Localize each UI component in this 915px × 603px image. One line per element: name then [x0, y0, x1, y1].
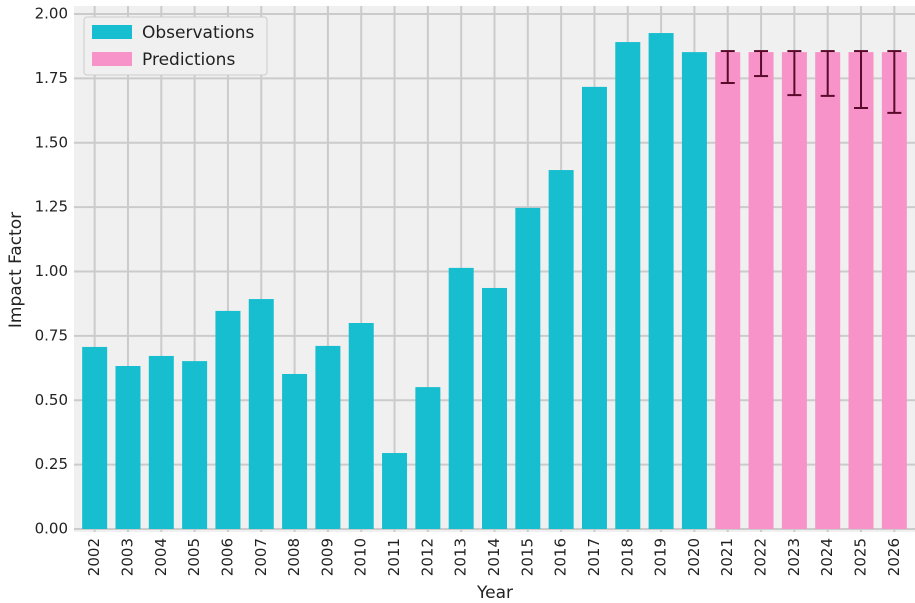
x-tick-label: 2012	[418, 538, 436, 576]
y-tick-label: 1.00	[35, 262, 68, 280]
bar	[848, 52, 874, 530]
bar	[781, 52, 807, 530]
legend-swatch	[92, 25, 132, 39]
y-tick-label: 1.75	[35, 69, 68, 87]
error-bar	[754, 50, 769, 78]
bar	[615, 42, 641, 529]
bar	[215, 310, 241, 529]
bar	[82, 346, 108, 529]
x-tick-label: 2004	[152, 538, 170, 576]
legend-label: Observations	[142, 23, 255, 43]
bar	[581, 86, 607, 529]
x-tick-label: 2022	[752, 538, 770, 576]
x-tick-label: 2018	[618, 538, 636, 576]
x-tick-label: 2013	[452, 538, 470, 576]
bar	[282, 373, 308, 529]
x-tick-label: 2016	[552, 538, 570, 576]
y-tick-label: 0.00	[35, 520, 68, 538]
x-tick-label: 2024	[818, 538, 836, 576]
x-tick-label: 2009	[318, 538, 336, 576]
bar	[681, 52, 707, 530]
bar	[348, 323, 374, 529]
x-tick-label: 2010	[352, 538, 370, 576]
y-tick-label: 1.25	[35, 198, 68, 216]
error-bar	[854, 50, 869, 109]
bar	[248, 299, 274, 529]
x-tick-label: 2015	[518, 538, 536, 576]
bar	[815, 52, 841, 530]
bar	[482, 287, 507, 529]
bar	[182, 361, 208, 529]
x-tick-label: 2019	[652, 538, 670, 576]
bar	[115, 366, 141, 529]
x-tick-label: 2014	[485, 538, 503, 576]
x-tick-label: 2026	[885, 538, 903, 576]
y-tick-label: 0.75	[35, 326, 68, 344]
bar	[448, 267, 474, 529]
bar	[548, 170, 574, 530]
x-tick-label: 2007	[252, 538, 270, 576]
x-tick-label: 2008	[285, 538, 303, 576]
x-axis-label: Year	[476, 583, 513, 603]
x-tick-label: 2002	[85, 538, 103, 576]
bar	[515, 207, 541, 529]
legend-swatch	[92, 52, 132, 66]
bar	[715, 52, 741, 530]
y-tick-label: 2.00	[35, 5, 68, 23]
y-tick-label: 0.25	[35, 455, 68, 473]
error-bar	[720, 50, 735, 85]
bar	[748, 52, 774, 530]
x-tick-label: 2017	[585, 538, 603, 576]
x-tick-label: 2023	[785, 538, 803, 576]
bar	[315, 345, 341, 529]
x-tick-label: 2021	[718, 538, 736, 576]
bar	[648, 33, 674, 530]
bar	[382, 453, 408, 529]
x-tick-label: 2003	[118, 538, 136, 576]
y-tick-label: 1.50	[35, 133, 68, 151]
error-bar	[820, 50, 835, 97]
x-tick-label: 2020	[685, 538, 703, 576]
y-tick-label: 0.50	[35, 391, 68, 409]
bar	[415, 387, 441, 529]
x-tick-label: 2025	[852, 538, 870, 576]
bar	[148, 355, 174, 529]
x-tick-label: 2005	[185, 538, 203, 576]
bar	[881, 52, 907, 530]
legend-label: Predictions	[142, 50, 235, 70]
x-tick-label: 2011	[385, 538, 403, 576]
error-bar	[887, 50, 902, 114]
error-bar	[787, 50, 802, 97]
x-tick-label: 2006	[218, 538, 236, 576]
y-axis-label: Impact Factor	[6, 212, 26, 328]
